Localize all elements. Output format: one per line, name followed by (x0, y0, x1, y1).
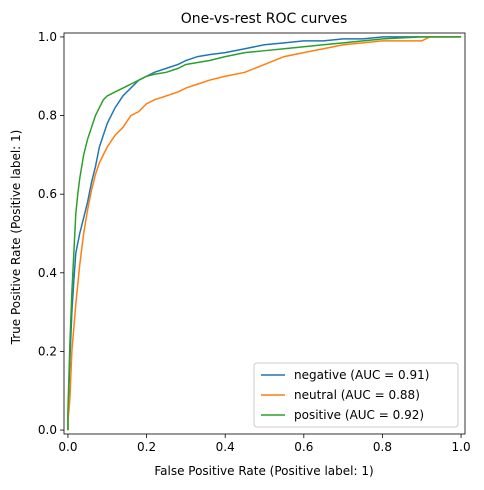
series-line-1 (67, 36, 462, 431)
legend-label-0: negative (AUC = 0.91) (294, 368, 429, 382)
series-line-2 (67, 36, 462, 431)
y-tick-label: 0.4 (38, 266, 57, 280)
y-tick-label: 0.2 (38, 344, 57, 358)
y-tick-label: 0.6 (38, 187, 57, 201)
x-tick-label: 0.8 (373, 440, 392, 454)
axis-ticks: 0.0 0.2 0.4 0.6 0.8 1.0 0.0 0.2 0.4 0.6 0.8 1.0 (38, 30, 471, 454)
x-tick-label: 1.0 (452, 440, 471, 454)
chart-title: One-vs-rest ROC curves (181, 11, 348, 27)
series-lines (67, 36, 462, 431)
y-tick-label: 1.0 (38, 30, 57, 44)
axes-frame (63, 32, 466, 435)
x-tick-label: 0.2 (137, 440, 156, 454)
y-axis-label: True Positive Rate (Positive label: 1) (9, 130, 23, 346)
legend: negative (AUC = 0.91) neutral (AUC = 0.88… (253, 362, 459, 428)
x-tick-label: 0.0 (58, 440, 77, 454)
legend-label-1: neutral (AUC = 0.88) (294, 388, 420, 402)
legend-label-2: positive (AUC = 0.92) (294, 408, 424, 422)
y-tick-label: 0.8 (38, 109, 57, 123)
x-tick-label: 0.4 (216, 440, 235, 454)
legend-box (253, 362, 459, 428)
y-tick-label: 0.0 (38, 423, 57, 437)
series-line-0 (67, 36, 462, 431)
x-axis-label: False Positive Rate (Positive label: 1) (154, 464, 373, 478)
x-tick-label: 0.6 (294, 440, 313, 454)
